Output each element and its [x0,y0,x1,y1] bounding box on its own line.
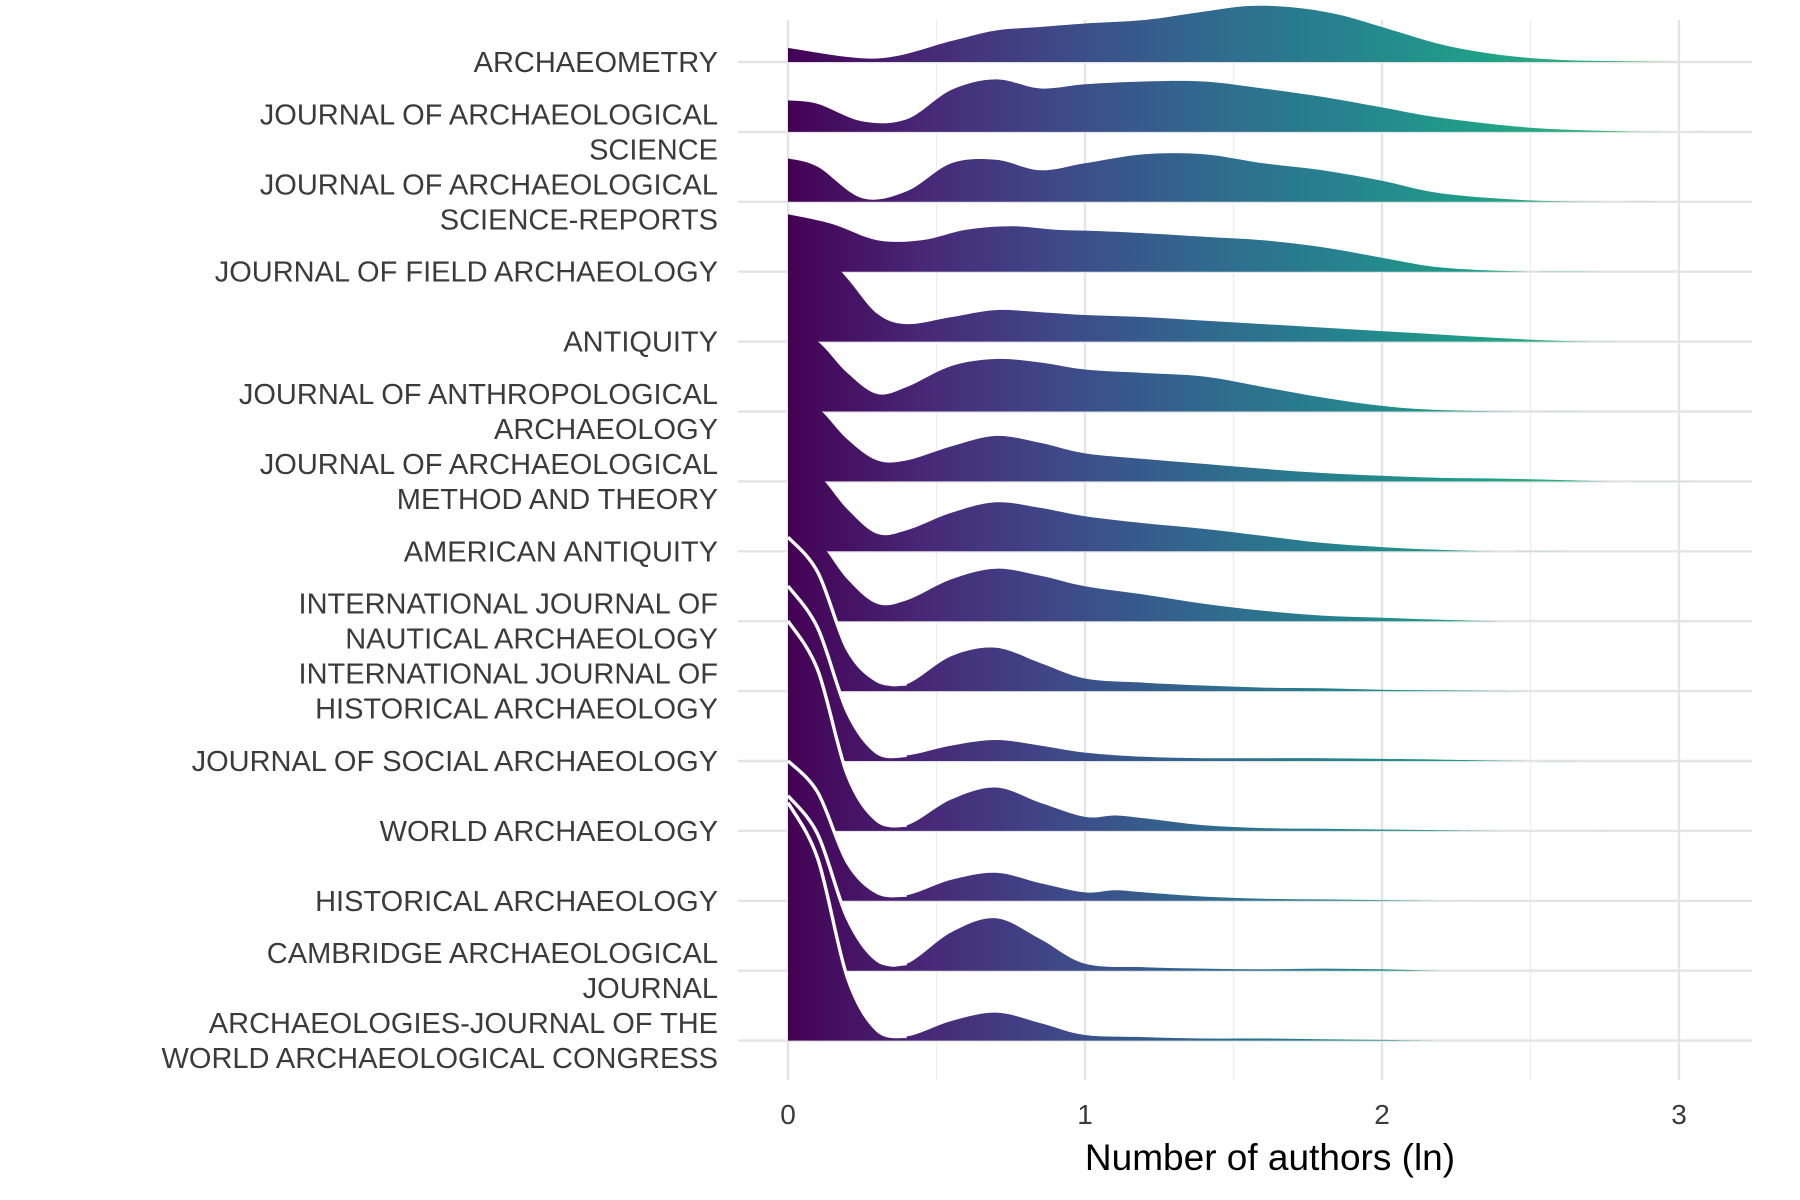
ridge-outline [786,619,908,828]
ridge-journal-of-field-archaeology [788,214,1739,273]
x-axis-title: Number of authors (ln) [1085,1137,1455,1178]
y-axis-label-line: WORLD ARCHAEOLOGICAL CONGRESS [162,1043,718,1075]
y-axis-label-line: JOURNAL OF ARCHAEOLOGICAL [260,169,718,201]
y-axis-label: JOURNAL OF ARCHAEOLOGICAL METHOD AND THEO… [260,449,718,516]
y-axis-label-line: ARCHAEOLOGY [494,414,718,446]
ridge-outline [786,584,907,759]
y-axis-label: JOURNAL OF SOCIAL ARCHAEOLOGY [192,746,718,778]
y-axis-label: JOURNAL OF ANTHROPOLOGICAL ARCHAEOLOGY [239,379,718,446]
y-axis-label-line: ARCHAEOMETRY [474,47,718,79]
y-axis-label: AMERICAN ANTIQUITY [404,536,718,568]
ridge-area [788,620,1739,831]
y-axis-label-line: JOURNAL OF ANTHROPOLOGICAL [239,379,718,411]
y-axis-label: JOURNAL OF ARCHAEOLOGICAL SCIENCE [260,99,718,166]
ridge-journal-of-archaeological-science-reports [788,153,1739,202]
y-axis-label-line: JOURNAL OF ARCHAEOLOGICAL [260,99,718,131]
ridge-journal-of-archaeological-science [788,79,1739,132]
ridge-area [788,327,1739,412]
ridge-outline [786,535,908,686]
ridge-journal-of-anthropological-archaeology [788,327,1739,412]
ridge-area [788,153,1739,202]
ridge-cambridge-archaeological-journal [786,794,1739,971]
y-axis-label: JOURNAL OF FIELD ARCHAEOLOGY [215,257,718,289]
x-tick-label: 3 [1671,1099,1687,1130]
y-axis-label-line: JOURNAL OF SOCIAL ARCHAEOLOGY [192,746,718,778]
ridge-area [788,802,1739,1041]
y-axis-label: INTERNATIONAL JOURNAL OF NAUTICAL ARCHAEO… [299,589,718,656]
y-axis-label: ARCHAEOMETRY [474,47,718,79]
y-axis-label: INTERNATIONAL JOURNAL OF HISTORICAL ARCHA… [299,659,718,726]
x-tick-label: 1 [1077,1099,1093,1130]
y-axis-label: ANTIQUITY [563,327,718,359]
ridge-outline [786,801,908,1039]
y-axis-label: CAMBRIDGE ARCHAEOLOGICAL JOURNAL [267,938,718,1005]
ridge-journal-of-social-archaeology [786,584,1739,762]
y-axis-label-line: JOURNAL OF FIELD ARCHAEOLOGY [215,257,718,289]
x-tick-label: 2 [1374,1099,1390,1130]
ridge-outline [786,759,907,898]
ridge-journal-of-archaeological-method-and-theory [788,393,1739,482]
y-axis-label-line: SCIENCE [589,134,718,166]
y-axis-label-line: WORLD ARCHAEOLOGY [380,816,718,848]
y-axis-label-line: CAMBRIDGE ARCHAEOLOGICAL [267,938,718,970]
y-axis-label-line: ARCHAEOLOGIES-JOURNAL OF THE [209,1008,718,1040]
ridge-international-journal-of-historical-archaeology [786,535,1739,692]
ridge-historical-archaeology [786,759,1739,901]
y-axis-label-line: JOURNAL OF ARCHAEOLOGICAL [260,449,718,481]
x-tick-label: 0 [780,1099,796,1130]
y-axis-label-line: ANTIQUITY [563,327,718,359]
ridge-antiquity [788,240,1739,342]
y-axis-label-line: SCIENCE-REPORTS [440,204,718,236]
y-axis-label: JOURNAL OF ARCHAEOLOGICAL SCIENCE-REPORTS [260,169,718,236]
ridge-outline [786,794,908,967]
ridges [786,5,1739,1041]
y-axis-label: HISTORICAL ARCHAEOLOGY [315,886,718,918]
ridge-area [788,240,1739,342]
ridge-international-journal-of-nautical-archaeology [788,526,1739,622]
ridge-area [788,79,1739,132]
ridge-area [788,5,1739,63]
y-axis-label-line: HISTORICAL ARCHAEOLOGY [315,694,718,726]
y-axis-label-line: INTERNATIONAL JOURNAL OF [299,659,718,691]
ridge-area [788,393,1739,482]
y-axis-label-line: METHOD AND THEORY [397,484,718,516]
ridge-american-antiquity [788,460,1739,552]
ridge-area [788,214,1739,273]
ridge-archaeometry [788,5,1739,63]
ridge-area [788,526,1739,622]
ridge-archaeologies-journal-of-the-world-archaeological-congress [786,801,1739,1041]
y-axis-label-line: AMERICAN ANTIQUITY [404,536,718,568]
y-axis-label-line: INTERNATIONAL JOURNAL OF [299,589,718,621]
y-axis-label: WORLD ARCHAEOLOGY [380,816,718,848]
ridge-area [788,460,1739,552]
y-axis-label-line: JOURNAL [583,973,718,1005]
y-axis-label-line: NAUTICAL ARCHAEOLOGY [345,624,718,656]
x-axis-ticks: 0 1 2 3 [780,1099,1687,1130]
ridge-world-archaeology [786,619,1739,831]
y-axis-label: ARCHAEOLOGIES-JOURNAL OF THE WORLD ARCHAE… [162,1008,718,1075]
y-axis-label-line: HISTORICAL ARCHAEOLOGY [315,886,718,918]
